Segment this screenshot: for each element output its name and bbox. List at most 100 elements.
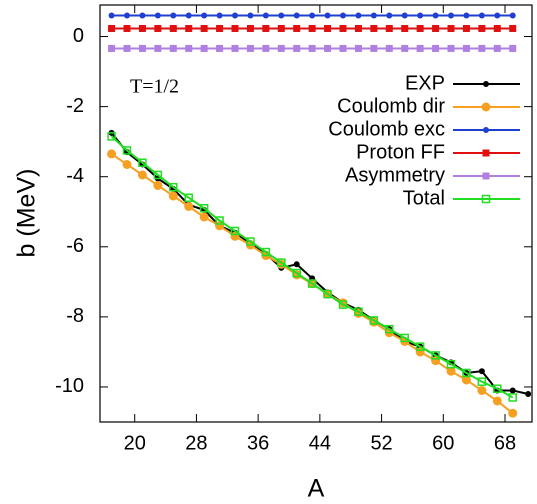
marker	[446, 366, 456, 376]
marker	[293, 12, 300, 19]
x-tick-label: 36	[247, 432, 269, 454]
marker	[277, 44, 285, 52]
marker	[385, 24, 393, 32]
marker	[262, 24, 270, 32]
marker	[154, 24, 162, 32]
marker	[309, 12, 316, 19]
marker	[293, 24, 301, 32]
marker	[525, 390, 532, 397]
marker	[508, 408, 518, 418]
marker	[261, 247, 271, 257]
marker	[122, 159, 132, 169]
marker	[308, 44, 316, 52]
marker	[370, 12, 377, 19]
annotation: T=1/2	[130, 76, 179, 98]
marker	[184, 201, 194, 211]
marker	[478, 24, 486, 32]
marker	[215, 216, 224, 225]
marker	[448, 12, 454, 19]
marker	[200, 24, 208, 32]
marker	[339, 24, 347, 32]
marker	[432, 24, 440, 32]
marker	[169, 44, 177, 52]
marker	[185, 12, 192, 19]
legend-label: Asymmetry	[345, 164, 445, 186]
marker	[168, 191, 178, 201]
marker	[138, 24, 146, 32]
y-tick-label: -2	[66, 95, 84, 117]
marker	[323, 289, 332, 299]
marker	[482, 149, 490, 157]
marker	[355, 12, 362, 19]
y-axis-label: b (MeV)	[13, 169, 41, 258]
marker	[477, 385, 487, 395]
marker	[483, 127, 489, 133]
x-tick-label: 52	[370, 432, 392, 454]
marker	[123, 24, 131, 32]
marker	[278, 12, 285, 19]
marker	[137, 170, 147, 180]
marker	[108, 44, 116, 52]
y-tick-label: -8	[66, 305, 84, 327]
marker	[293, 44, 301, 52]
x-tick-label: 44	[309, 432, 331, 454]
marker	[432, 12, 439, 19]
marker	[354, 24, 362, 32]
marker	[201, 12, 208, 19]
marker	[338, 300, 348, 309]
marker	[478, 44, 486, 52]
marker	[200, 44, 208, 52]
marker	[509, 12, 516, 19]
marker	[370, 44, 378, 52]
marker	[246, 24, 254, 32]
x-tick-label: 68	[494, 432, 516, 454]
marker	[138, 44, 146, 52]
marker	[509, 24, 517, 32]
marker	[339, 44, 347, 52]
marker	[124, 12, 130, 19]
marker	[494, 12, 501, 19]
marker	[478, 368, 485, 375]
marker	[461, 375, 471, 385]
marker	[246, 237, 255, 246]
marker	[340, 12, 346, 19]
marker	[307, 279, 317, 288]
marker	[216, 24, 224, 32]
series-line	[110, 132, 529, 395]
marker	[482, 172, 490, 180]
marker	[370, 24, 378, 32]
marker	[401, 12, 408, 19]
legend-label: Total	[403, 187, 445, 209]
x-tick-label: 60	[432, 432, 454, 454]
marker	[230, 226, 240, 236]
marker	[354, 44, 362, 52]
plot-frame	[99, 4, 533, 423]
marker	[231, 44, 239, 52]
marker	[247, 12, 254, 19]
marker	[478, 12, 485, 19]
marker	[292, 268, 301, 278]
marker	[463, 12, 470, 19]
y-tick-label: 0	[73, 25, 84, 47]
x-axis-label: A	[308, 475, 325, 503]
marker	[154, 44, 162, 52]
marker	[216, 12, 223, 19]
marker	[493, 44, 501, 52]
legend-label: Coulomb exc	[328, 118, 445, 140]
marker	[416, 44, 424, 52]
marker	[492, 396, 502, 406]
marker	[153, 180, 163, 190]
marker	[108, 24, 116, 32]
marker	[277, 24, 285, 32]
x-tick-label: 20	[124, 432, 146, 454]
marker	[401, 44, 409, 52]
marker	[416, 24, 424, 32]
marker	[401, 24, 409, 32]
marker	[262, 44, 270, 52]
marker	[108, 12, 115, 19]
marker	[509, 387, 516, 394]
marker	[154, 12, 161, 19]
y-tick-label: -10	[55, 375, 84, 397]
marker	[246, 44, 254, 52]
